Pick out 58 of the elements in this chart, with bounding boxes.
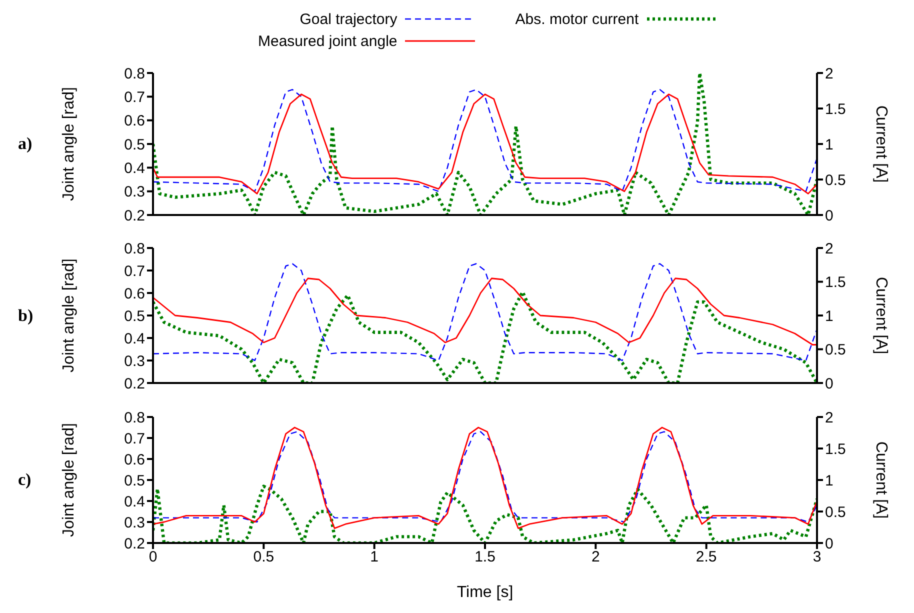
y-tick-label: 0.4 (124, 160, 145, 177)
y-tick-label: 0.6 (124, 285, 145, 302)
y2-tick-label: 1.5 (825, 100, 846, 118)
y2-tick-label: 0 (825, 375, 834, 392)
y-tick-label: 0.3 (124, 184, 145, 201)
line-series (153, 278, 817, 346)
y2-tick-label: 1.5 (825, 274, 846, 292)
y-tick-label: 0.7 (124, 262, 145, 280)
y2-tick-label: 0 (825, 207, 834, 224)
y-tick-label: 0.7 (124, 430, 145, 448)
y-tick-label: 0.3 (124, 352, 145, 370)
y2-tick-label: 0.5 (825, 342, 846, 359)
text: a) (18, 134, 32, 154)
y-tick-label: 0.2 (124, 535, 145, 552)
line-series (153, 263, 817, 362)
y2-tick-label: 1 (825, 472, 834, 490)
y2-tick-label: 1 (825, 136, 834, 154)
x-tick-label: 2.5 (696, 548, 717, 566)
y-tick-label: 0.5 (124, 472, 145, 490)
y2-tick-label: 1 (825, 308, 834, 325)
x-tick-label: 1.5 (474, 548, 496, 566)
y-tick-label: 0.8 (124, 240, 145, 258)
y2-axis-title: Current [A] (872, 441, 890, 519)
x-tick-label: 2 (591, 548, 600, 566)
x-tick-label: 0.5 (253, 548, 274, 566)
y-tick-label: 0.2 (124, 207, 145, 224)
legend-label: Measured joint angle (258, 32, 398, 50)
x-axis-title: Time [s] (456, 584, 514, 601)
y-tick-label: 0.8 (124, 409, 145, 426)
y-tick-label: 0.3 (124, 514, 145, 532)
y-tick-label: 0.8 (124, 65, 145, 82)
x-tick-label: 0 (148, 548, 158, 566)
y2-tick-label: 0.5 (825, 504, 846, 521)
y-axis-title: Joint angle [rad] (60, 258, 78, 372)
y-tick-label: 0.6 (124, 112, 145, 130)
y-tick-label: 0.5 (124, 136, 145, 154)
y-tick-label: 0.4 (124, 330, 145, 348)
y-tick-label: 0.5 (124, 308, 145, 325)
x-tick-label: 1 (370, 548, 379, 566)
y-tick-label: 0.4 (124, 493, 145, 510)
y2-tick-label: 2 (825, 65, 834, 82)
legend-label: Abs. motor current (515, 10, 639, 28)
y2-tick-label: 0 (825, 535, 834, 552)
y-axis-title: Joint angle [rad] (60, 87, 78, 201)
y2-axis-title: Current [A] (872, 105, 890, 183)
y2-tick-label: 0.5 (825, 172, 846, 189)
y-tick-label: 0.7 (124, 88, 145, 106)
y2-axis-title: Current [A] (872, 276, 890, 354)
y-axis-title: Joint angle [rad] (60, 423, 78, 537)
y2-tick-label: 2 (825, 240, 834, 258)
x-tick-label: 3 (812, 548, 822, 566)
legend-label: Goal trajectory (300, 10, 398, 28)
y2-tick-label: 2 (825, 409, 834, 426)
text: b) (18, 306, 34, 326)
y-tick-label: 0.6 (124, 451, 145, 468)
y-tick-label: 0.2 (124, 375, 145, 392)
text: c) (18, 470, 32, 490)
y2-tick-label: 1.5 (825, 440, 846, 458)
